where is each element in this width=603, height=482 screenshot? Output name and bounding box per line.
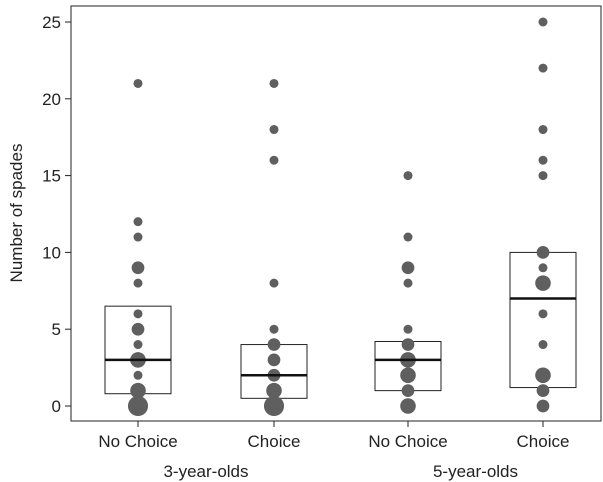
plot-area-frame <box>70 5 602 422</box>
data-point <box>403 232 413 242</box>
data-point <box>133 278 143 288</box>
iqr-box <box>509 251 577 389</box>
y-tick-label: 25 <box>42 13 61 32</box>
y-tick-label: 20 <box>42 90 61 109</box>
y-tick-label: 5 <box>52 320 61 339</box>
points-layer <box>105 17 576 417</box>
data-point <box>401 338 415 351</box>
data-point <box>127 395 149 417</box>
data-point <box>269 155 279 165</box>
data-point <box>133 340 143 350</box>
y-tick-label: 10 <box>42 243 61 262</box>
data-point <box>263 395 285 417</box>
y-axis-title: Number of spades <box>7 144 26 283</box>
data-point <box>536 246 550 259</box>
data-point <box>538 263 548 273</box>
x-axis: No Choice Choice No Choice Choice3-year-old… <box>98 421 569 481</box>
data-point <box>401 384 415 398</box>
data-point <box>133 232 143 242</box>
data-point <box>538 125 548 135</box>
data-point <box>130 382 146 399</box>
data-point <box>131 322 145 336</box>
data-point <box>535 367 551 384</box>
data-point <box>400 398 416 414</box>
boxes-layer <box>104 251 577 399</box>
data-point <box>269 78 279 88</box>
data-point <box>538 171 548 181</box>
group-label: 3-year-olds <box>163 462 248 481</box>
data-point <box>536 399 550 413</box>
y-tick-label: 0 <box>52 397 61 416</box>
data-point <box>266 382 282 399</box>
data-point <box>403 171 413 181</box>
data-point <box>538 340 548 350</box>
data-point <box>535 275 551 291</box>
data-point <box>536 384 550 398</box>
data-point <box>403 278 413 288</box>
data-point <box>133 309 143 319</box>
group-label: 5-year-olds <box>433 462 518 481</box>
data-point <box>269 324 279 334</box>
data-point <box>269 278 279 288</box>
y-tick-label: 15 <box>42 167 61 186</box>
x-tick-label: No Choice <box>98 432 177 451</box>
data-point <box>133 217 143 227</box>
x-tick-label: No Choice <box>368 432 447 451</box>
data-point <box>401 261 415 275</box>
data-point <box>403 324 413 334</box>
x-tick-label: Choice <box>517 432 570 451</box>
data-point <box>267 338 281 351</box>
data-point <box>538 17 548 27</box>
y-axis: 0 5 10 15 20 25 <box>42 13 71 416</box>
data-point <box>133 78 143 88</box>
data-point <box>133 370 143 380</box>
iqr-box <box>104 305 172 395</box>
data-point <box>538 63 548 73</box>
data-point <box>269 125 279 135</box>
data-point <box>131 261 145 275</box>
data-point <box>538 155 548 165</box>
data-point <box>400 367 416 384</box>
x-tick-label: Choice <box>248 432 301 451</box>
data-point <box>267 353 281 367</box>
data-point <box>538 309 548 319</box>
